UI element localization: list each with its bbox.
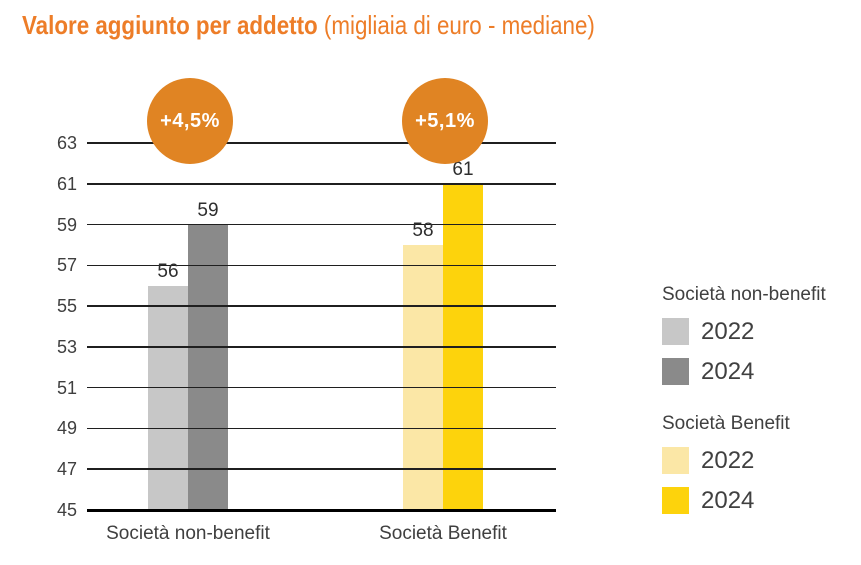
bar-societ-non-benefit-2022 — [148, 285, 188, 510]
legend-item: 2024 — [662, 358, 826, 385]
bar-value-label: 59 — [197, 199, 219, 221]
growth-badge-label: +5,1% — [415, 109, 475, 132]
y-tick-label: 45 — [56, 500, 77, 520]
x-category-label: Società Benefit — [379, 523, 507, 544]
chart-title: Valore aggiunto per addetto (migliaia di… — [22, 10, 595, 41]
legend-item-label: 2024 — [701, 487, 755, 514]
legend: Società non-benefit 2022 2024 Società Benef… — [662, 284, 826, 527]
gridline — [87, 264, 556, 267]
legend-item: 2022 — [662, 318, 826, 345]
legend-item-label: 2022 — [701, 447, 755, 474]
y-tick-label: 57 — [56, 255, 77, 276]
legend-group-title: Società Benefit — [662, 413, 790, 434]
legend-group: Società non-benefit 2022 2024 — [662, 284, 826, 385]
gridline — [87, 468, 556, 470]
plot-area: 63 61 59 57 55 53 51 49 47 45 56 59 +4,5% Società non… — [57, 78, 556, 544]
growth-badge: +4,5% — [147, 78, 233, 164]
y-tick-label: 55 — [56, 296, 77, 317]
legend-group: Società Benefit 2022 2024 — [662, 413, 826, 514]
legend-group-title: Società non-benefit — [662, 284, 826, 305]
growth-badge: +5,1% — [402, 78, 488, 164]
y-tick-label: 53 — [56, 336, 77, 357]
growth-badge-label: +4,5% — [160, 109, 220, 132]
legend-item: 2022 — [662, 447, 826, 474]
legend-swatch-2022 — [662, 318, 689, 345]
chart-title-subtitle: (migliaia di euro - mediane) — [317, 10, 595, 40]
gridline — [87, 346, 556, 348]
bar-value-label: 56 — [157, 260, 179, 282]
y-tick-label: 49 — [56, 418, 77, 439]
bar-societ-non-benefit-2024 — [188, 224, 228, 510]
legend-swatch-2024 — [662, 358, 689, 385]
bar-value-label: 61 — [452, 158, 474, 180]
y-tick-label: 61 — [56, 173, 77, 194]
legend-item: 2024 — [662, 487, 826, 514]
gridline — [87, 427, 556, 430]
legend-item-label: 2022 — [701, 318, 755, 345]
gridline — [87, 386, 556, 389]
y-tick-label: 59 — [56, 214, 77, 235]
bar-societ-benefit-2022 — [403, 244, 443, 510]
legend-item-label: 2024 — [701, 358, 755, 385]
gridline — [87, 508, 556, 512]
chart-title-main: Valore aggiunto per addetto — [22, 10, 318, 40]
y-tick-label: 47 — [56, 459, 77, 480]
y-tick-label: 63 — [56, 133, 77, 153]
gridline — [87, 183, 556, 185]
gridline — [87, 223, 556, 226]
legend-swatch-2022 — [662, 447, 689, 474]
legend-swatch-2024 — [662, 487, 689, 514]
y-tick-label: 51 — [56, 377, 77, 398]
bar-value-label: 58 — [412, 219, 434, 241]
x-category-label: Società non-benefit — [106, 523, 270, 544]
gridline — [87, 305, 556, 307]
gridline — [87, 142, 556, 144]
